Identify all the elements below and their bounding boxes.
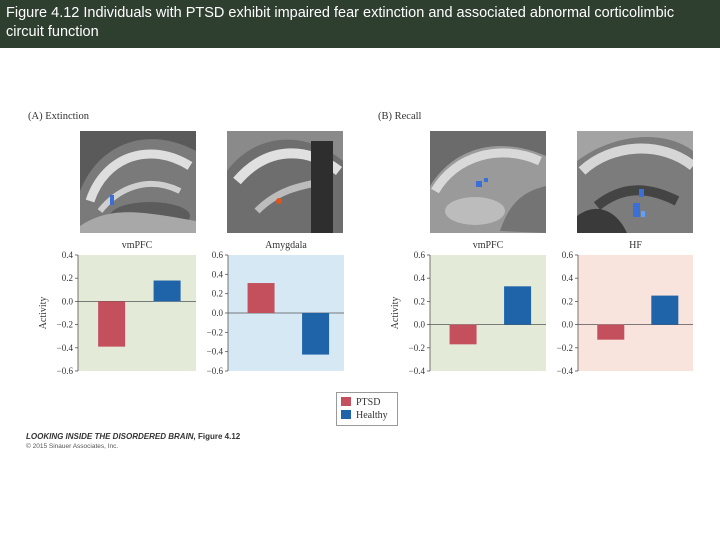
y-tick-label-2-2: 0.2 [414, 296, 425, 306]
copyright: © 2015 Sinauer Associates, Inc. [26, 443, 119, 450]
y-tick-label-0-5: −0.6 [57, 366, 74, 376]
y-tick-label-0-3: −0.2 [57, 320, 73, 330]
y-tick-label-3-2: 0.2 [562, 296, 573, 306]
plot-area-0 [78, 255, 196, 371]
y-tick-label-2-3: 0.0 [414, 320, 426, 330]
chart-vmpfc-extinction: 0.4 0.2 0.0 −0.2 −0.4 −0.6 vmPFC Activity [38, 240, 196, 376]
y-tick-label-2-4: −0.2 [409, 343, 425, 353]
y-tick-label-0-1: 0.2 [62, 273, 73, 283]
bar-vmpfc-2-healthy [504, 286, 532, 325]
brain-scan-hf-recall-image [577, 131, 693, 233]
legend-item-ptsd: PTSD [341, 397, 380, 409]
y-tick-label-2-5: −0.4 [409, 366, 426, 376]
y-tick-label-1-3: 0.0 [212, 308, 224, 318]
bar-vmpfc-2-ptsd [449, 324, 477, 345]
y-tick-label-1-2: 0.2 [212, 289, 223, 299]
y-tick-label-1-4: −0.2 [207, 327, 223, 337]
bar-amygdala-1-healthy [302, 313, 330, 355]
y-tick-label-3-5: −0.4 [557, 366, 574, 376]
y-tick-label-1-0: 0.6 [212, 250, 224, 260]
chart-title-3: HF [629, 240, 642, 251]
book-title: LOOKING INSIDE THE DISORDERED BRAIN, Fig… [26, 432, 240, 441]
panel-label-recall: (B) Recall [378, 111, 422, 122]
y-tick-label-0-0: 0.4 [62, 250, 74, 260]
y-tick-label-0-2: 0.0 [62, 296, 74, 306]
y-tick-label-3-4: −0.2 [557, 343, 573, 353]
chart-vmpfc-recall: 0.6 0.4 0.2 0.0 −0.2 −0.4 vmPFC Activity [390, 240, 546, 376]
y-tick-label-2-0: 0.6 [414, 250, 426, 260]
chart-amygdala-extinction: 0.6 0.4 0.2 0.0 −0.2 −0.4 −0.6 Amygdala [207, 240, 344, 376]
y-axis-label-2: Activity [390, 297, 401, 330]
y-tick-label-0-4: −0.4 [57, 343, 74, 353]
y-axis-label-0: Activity [38, 297, 49, 330]
brain-scan-vmpfc-recall-image [430, 131, 546, 233]
chart-title-1: Amygdala [265, 240, 307, 251]
legend-swatch-healthy [341, 410, 351, 419]
bar-vmpfc-0-healthy [153, 280, 181, 302]
legend-label-ptsd: PTSD [356, 397, 381, 408]
brain-scan-amygdala-extinction-image [227, 131, 343, 233]
bar-hf-3-ptsd [597, 324, 625, 340]
y-tick-label-3-1: 0.4 [562, 273, 574, 283]
legend-item-healthy: Healthy [341, 410, 388, 422]
activation-blob [110, 195, 114, 205]
y-tick-label-1-1: 0.4 [212, 269, 224, 279]
legend-swatch-ptsd [341, 397, 351, 406]
figure-title: Figure 4.12 Individuals with PTSD exhibi… [6, 5, 675, 40]
y-tick-label-1-5: −0.4 [207, 347, 224, 357]
bar-hf-3-healthy [651, 295, 679, 325]
y-tick-label-3-0: 0.6 [562, 250, 574, 260]
book-title-text: LOOKING INSIDE THE DISORDERED BRAIN, [26, 432, 199, 441]
y-tick-label-1-6: −0.6 [207, 366, 224, 376]
figure-header: Figure 4.12 Individuals with PTSD exhibi… [0, 0, 720, 48]
chart-title-2: vmPFC [473, 240, 504, 251]
bar-amygdala-1-ptsd [247, 283, 275, 313]
figure-reference: Figure 4.12 [198, 432, 241, 441]
legend: PTSD Healthy [336, 392, 398, 426]
legend-label-healthy: Healthy [356, 410, 388, 421]
brain-scan-vmpfc-extinction-image [80, 131, 196, 233]
y-tick-label-3-3: 0.0 [562, 320, 574, 330]
chart-hf-recall: 0.6 0.4 0.2 0.0 −0.2 −0.4 HF [557, 240, 693, 376]
panel-label-extinction: (A) Extinction [28, 111, 89, 122]
y-tick-label-2-1: 0.4 [414, 273, 426, 283]
chart-title-0: vmPFC [122, 240, 153, 251]
bar-vmpfc-0-ptsd [98, 301, 126, 347]
